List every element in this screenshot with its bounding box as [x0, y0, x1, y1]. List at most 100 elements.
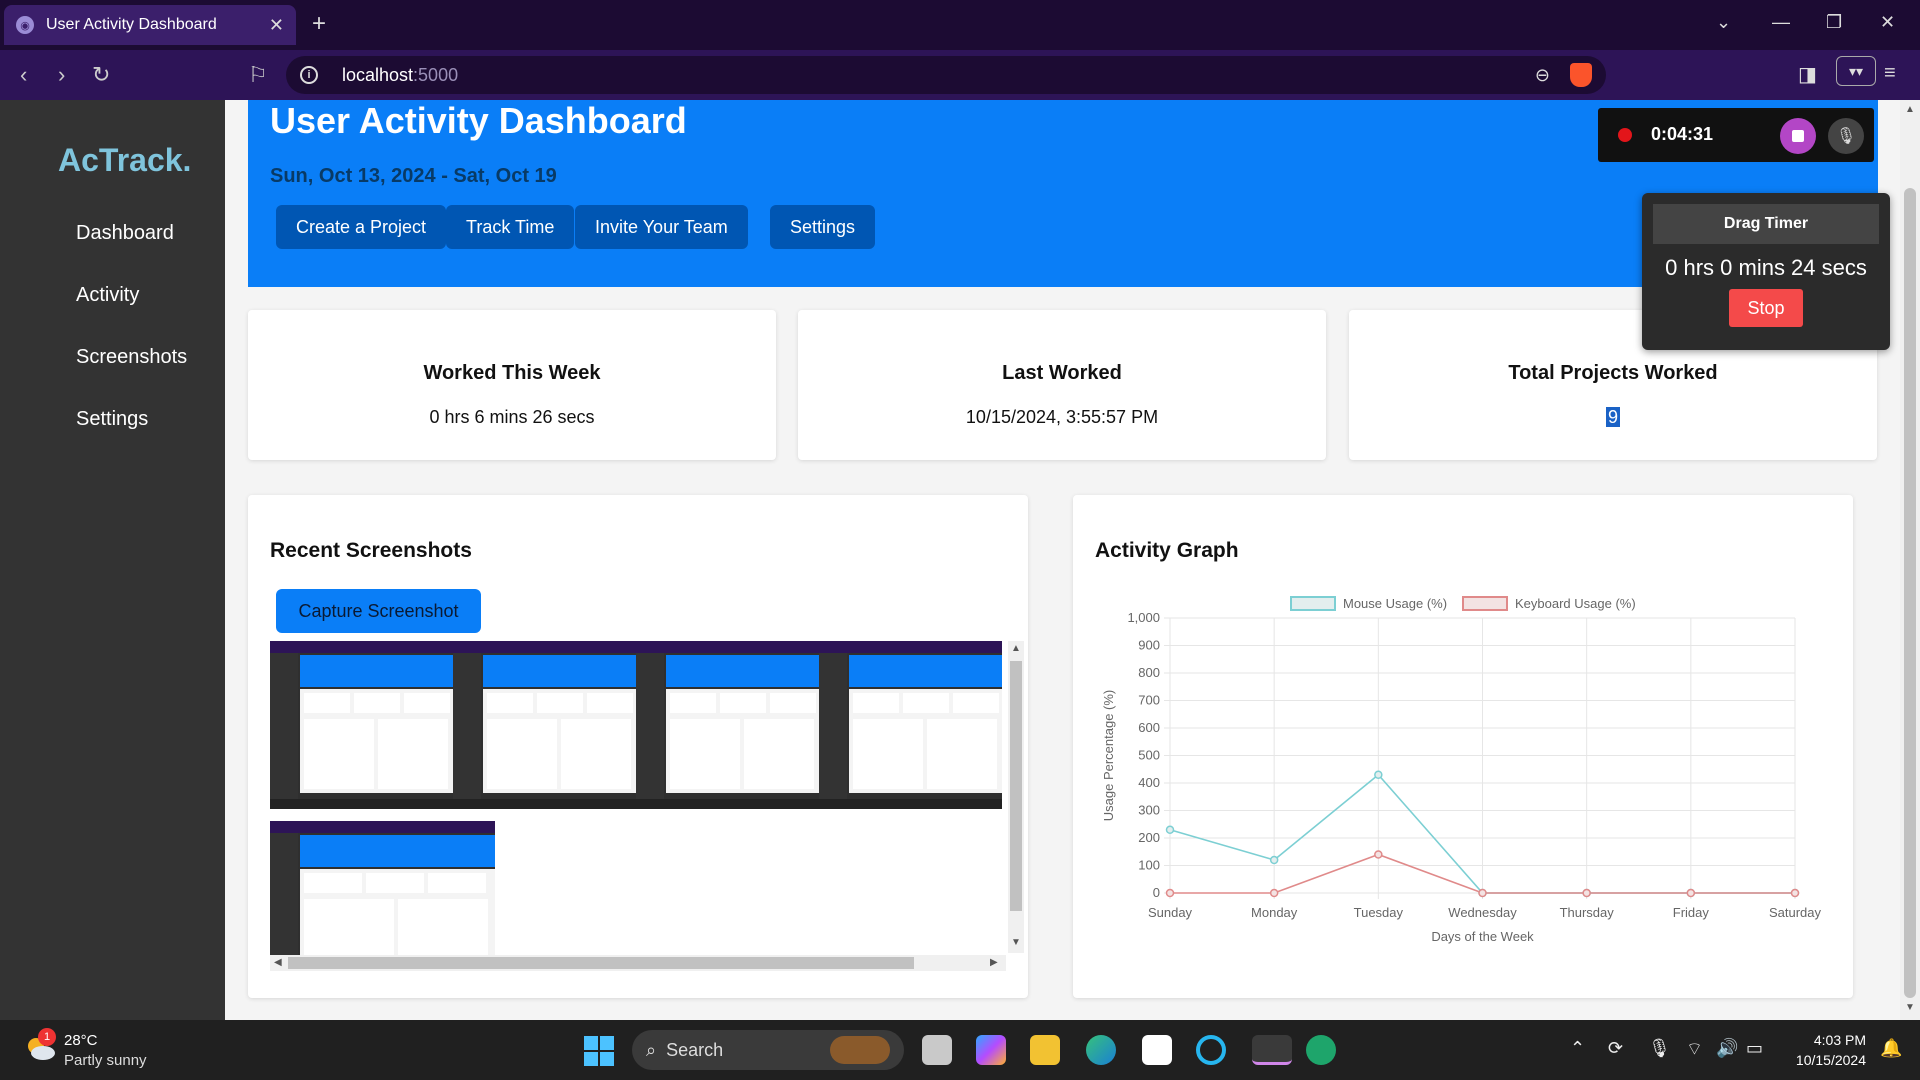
recording-widget: 0:04:31 🎙 [1598, 108, 1874, 162]
notification-icon[interactable]: 🔔 [1880, 1038, 1903, 1058]
y-tick-label: 600 [1138, 720, 1160, 735]
capture-screenshot-button[interactable]: Capture Screenshot [276, 589, 481, 633]
search-label: Search [666, 1039, 724, 1060]
battery-icon[interactable]: ▭ [1746, 1038, 1764, 1058]
x-tick-label: Friday [1673, 905, 1710, 920]
copilot-icon[interactable] [976, 1035, 1006, 1065]
drag-timer[interactable]: Drag Timer 0 hrs 0 mins 24 secs Stop [1642, 193, 1890, 350]
invite-team-button[interactable]: Invite Your Team [575, 205, 748, 249]
sidebar-item-activity[interactable]: Activity [76, 284, 140, 306]
chevron-down-icon[interactable]: ⌄ [1716, 12, 1732, 32]
weather-temp[interactable]: 28°C [64, 1032, 98, 1049]
recording-elapsed: 0:04:31 [1651, 124, 1714, 144]
app-logo[interactable]: AcTrack. [58, 142, 192, 178]
scrollbar-thumb[interactable] [288, 957, 914, 969]
y-tick-label: 900 [1138, 638, 1160, 653]
mongodb-icon[interactable] [1306, 1035, 1336, 1065]
legend-swatch [1290, 596, 1336, 611]
sidebar-toggle-icon[interactable]: ◨ [1798, 64, 1817, 86]
data-point [1374, 770, 1383, 779]
clock-date[interactable]: 10/15/2024 [1795, 1052, 1866, 1068]
data-point [1165, 888, 1175, 898]
screenshot-thumbnail[interactable] [270, 641, 453, 809]
sidebar-item-screenshots[interactable]: Screenshots [76, 346, 188, 368]
x-tick-label: Wednesday [1448, 905, 1517, 920]
weather-desc[interactable]: Partly sunny [64, 1052, 147, 1069]
sidebar-item-dashboard[interactable]: Dashboard [76, 222, 174, 244]
restore-icon[interactable]: ❐ [1826, 12, 1843, 32]
scroll-up-icon[interactable]: ▲ [1905, 104, 1915, 115]
minimize-icon[interactable]: — [1772, 12, 1790, 32]
track-time-button[interactable]: Track Time [446, 205, 575, 249]
taskbar-search[interactable]: ⌕ Search [632, 1030, 904, 1070]
wifi-icon[interactable]: ⌔ [1686, 1039, 1703, 1059]
scrollbar-thumb[interactable] [1010, 661, 1022, 911]
screenshots-horizontal-scrollbar[interactable]: ◀ ▶ [270, 955, 1006, 971]
microphone-icon[interactable]: 🎙 [1828, 118, 1864, 154]
stat-card-worked-week: Worked This Week 0 hrs 6 mins 26 secs [248, 310, 776, 460]
legend-label: Mouse Usage (%) [1343, 596, 1447, 611]
windows-start-icon[interactable] [584, 1036, 614, 1066]
legend-swatch [1462, 596, 1508, 611]
create-project-button[interactable]: Create a Project [276, 205, 447, 249]
bookmark-icon[interactable]: ⚐ [248, 62, 268, 87]
clock-time[interactable]: 4:03 PM [1813, 1032, 1866, 1048]
edge-icon[interactable] [1086, 1035, 1116, 1065]
screenshot-gallery[interactable] [270, 641, 1005, 971]
stop-recording-button[interactable] [1780, 118, 1816, 154]
reload-icon[interactable]: ↻ [92, 62, 111, 87]
drag-timer-title[interactable]: Drag Timer [1653, 204, 1879, 244]
data-point [1165, 825, 1175, 834]
close-tab-icon[interactable]: ✕ [268, 14, 284, 35]
site-info-icon[interactable]: i [300, 66, 318, 84]
stop-button[interactable]: Stop [1729, 289, 1803, 327]
mic-tray-icon[interactable]: 🎙 [1648, 1038, 1671, 1058]
scrollbar-thumb[interactable] [1904, 188, 1916, 998]
cortana-icon[interactable] [1196, 1035, 1226, 1065]
sync-icon[interactable]: ⟳ [1608, 1038, 1624, 1058]
settings-button[interactable]: Settings [770, 205, 876, 249]
brave-shields-icon[interactable] [1570, 63, 1592, 87]
browser-tab[interactable]: ◉ User Activity Dashboard ✕ [4, 5, 296, 45]
forward-icon[interactable]: › [58, 62, 66, 87]
screenshots-title: Recent Screenshots [270, 539, 472, 562]
screenshot-thumbnail[interactable] [453, 641, 636, 809]
scroll-up-icon[interactable]: ▲ [1011, 643, 1021, 654]
vpn-icon[interactable]: ▾▾ [1836, 56, 1876, 86]
task-view-icon[interactable] [922, 1035, 952, 1065]
file-explorer-icon[interactable] [1030, 1035, 1060, 1065]
scroll-down-icon[interactable]: ▼ [1905, 1002, 1915, 1013]
y-tick-label: 0 [1153, 885, 1160, 900]
data-point [1790, 888, 1800, 898]
x-axis-title: Days of the Week [1431, 929, 1534, 944]
address-bar[interactable]: i localhost :5000 ⊖ [286, 56, 1606, 94]
url-port: :5000 [413, 64, 459, 85]
back-icon[interactable]: ‹ [20, 62, 28, 87]
search-highlight-icon [830, 1036, 890, 1064]
store-icon[interactable] [1142, 1035, 1172, 1065]
chevron-up-icon[interactable]: ⌃ [1570, 1038, 1586, 1058]
scroll-left-icon[interactable]: ◀ [274, 957, 282, 968]
scroll-right-icon[interactable]: ▶ [990, 957, 998, 968]
active-app-icon[interactable] [1252, 1035, 1292, 1065]
scroll-down-icon[interactable]: ▼ [1011, 937, 1021, 948]
screenshots-vertical-scrollbar[interactable]: ▲ ▼ [1008, 641, 1024, 953]
zoom-icon[interactable]: ⊖ [1534, 64, 1550, 85]
page-title: User Activity Dashboard [270, 100, 687, 141]
x-tick-label: Tuesday [1354, 905, 1404, 920]
activity-graph-panel: Activity Graph 0 100 200 300 400 500 600 700 800… [1073, 495, 1853, 998]
sidebar-item-settings[interactable]: Settings [76, 408, 149, 430]
screenshot-thumbnail[interactable] [636, 641, 819, 809]
screenshot-thumbnail[interactable] [270, 821, 495, 971]
window-close-icon[interactable]: ✕ [1880, 12, 1896, 32]
screenshot-thumbnail[interactable] [819, 641, 1002, 809]
menu-icon[interactable]: ≡ [1884, 62, 1896, 84]
new-tab-icon[interactable]: + [312, 10, 327, 37]
volume-icon[interactable]: 🔊 [1716, 1038, 1739, 1058]
page-scrollbar[interactable]: ▲ ▼ [1900, 100, 1920, 1020]
stat-value: 0 hrs 6 mins 26 secs [429, 407, 595, 427]
activity-title: Activity Graph [1095, 539, 1239, 562]
stat-title: Total Projects Worked [1508, 362, 1718, 384]
stat-card-total-projects: Total Projects Worked 9 [1349, 310, 1877, 460]
y-tick-label: 300 [1138, 803, 1160, 818]
